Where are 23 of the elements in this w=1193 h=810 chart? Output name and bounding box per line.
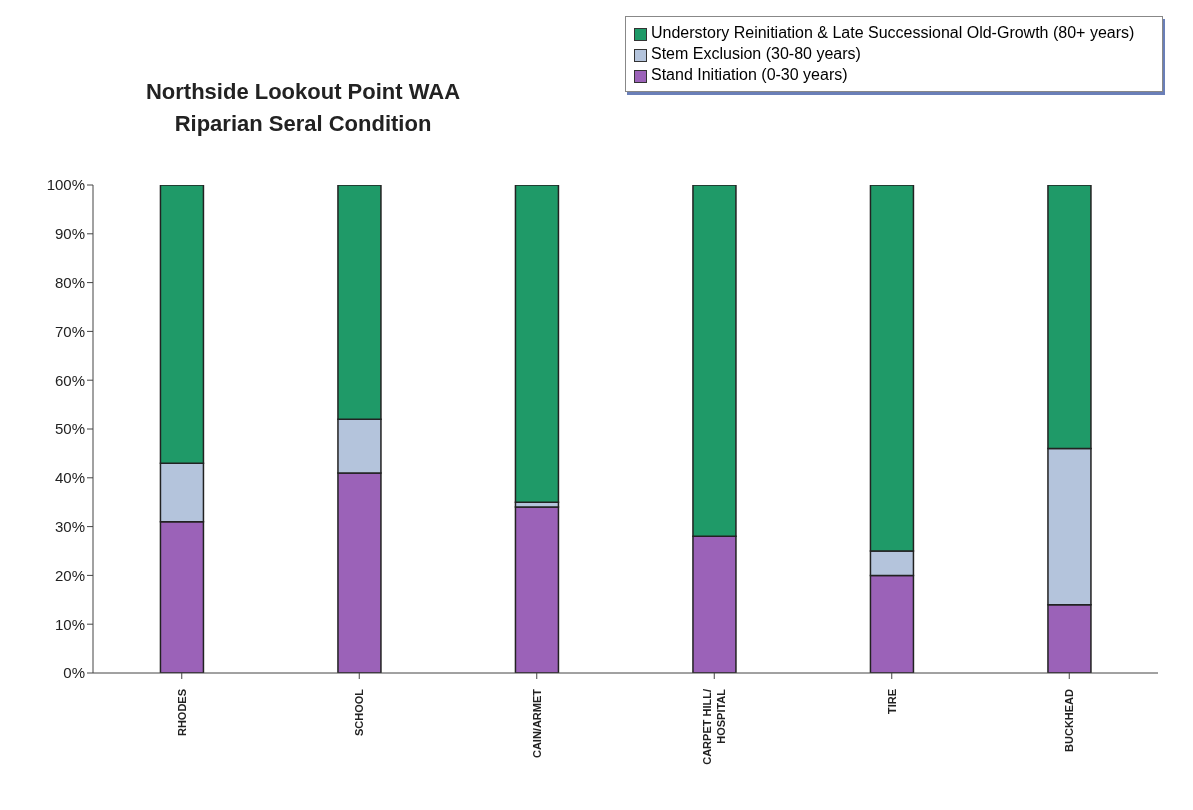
x-tick-label: BUCKHEAD [1063,688,1076,752]
y-tick-label: 0% [63,664,85,682]
legend-label: Stand Initiation (0-30 years) [651,66,848,84]
x-tick-label: RHODES [175,689,188,737]
y-tick-label: 60% [54,371,85,389]
y-tick-label: 10% [54,615,85,633]
chart-title: Northside Lookout Point WAA [144,78,462,106]
y-tick-label: 100% [46,176,85,194]
x-tick-label: CAIN/ARMET [530,688,543,759]
y-tick-label: 30% [54,517,85,535]
bar [514,506,560,673]
y-tick-label: 40% [54,469,85,487]
y-tick-label: 90% [54,225,85,243]
y-tick-label: 50% [54,420,85,438]
chart-subtitle: Riparian Seral Condition [173,110,433,138]
y-tick-label: 80% [54,273,85,291]
x-tick-label: SCHOOL [353,688,366,737]
y-tick-label: 70% [54,322,85,340]
x-tick-label: TIRE [885,689,898,715]
y-tick-label: 20% [54,566,85,584]
legend-label: Stem Exclusion (30-80 years) [651,45,861,63]
legend-label: Understory Reinitiation & Late Successional Old-Growth (80+ years) [651,24,1135,42]
x-tick-label: CARPET HILL/ HOSPITAL [701,688,728,765]
